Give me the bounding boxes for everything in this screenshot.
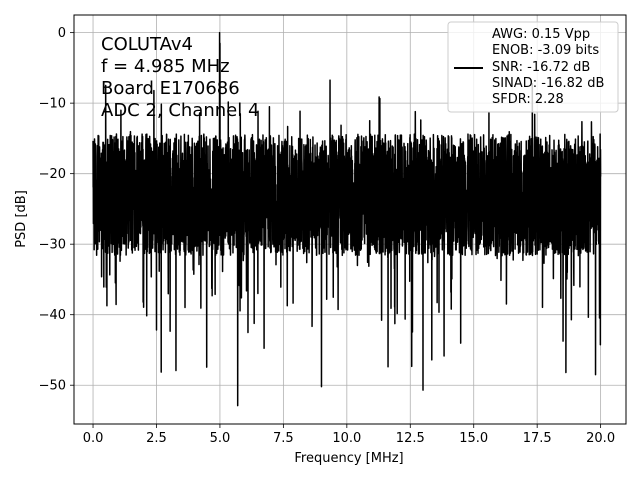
x-axis-ticks: 0.0 2.5 5.0 7.5 10.0 12.5 15.0 17.5 20.0 [83, 424, 615, 446]
x-tick-label: 5.0 [210, 431, 231, 446]
y-tick-label: −50 [39, 379, 66, 394]
annotation-chip: COLUTAv4 [101, 34, 193, 55]
y-tick-label: −20 [39, 167, 66, 182]
psd-trace-line [92, 31, 602, 407]
x-tick-label: 10.0 [332, 431, 361, 446]
x-tick-label: 20.0 [586, 431, 615, 446]
x-tick-label: 12.5 [396, 431, 425, 446]
legend-box [447, 21, 619, 113]
y-axis-label: PSD [dB] [14, 190, 29, 248]
annotation-frequency: f = 4.985 MHz [101, 56, 230, 77]
annotation-block: COLUTAv4 f = 4.985 MHz Board E170686 ADC… [101, 34, 259, 121]
legend: AWG: 0.15 Vpp ENOB: -3.09 bits SNR: -16.… [447, 21, 619, 113]
x-axis-label: Frequency [MHz] [294, 451, 403, 466]
legend-snr: SNR: -16.72 dB [492, 60, 590, 75]
legend-enob: ENOB: -3.09 bits [492, 43, 599, 58]
legend-sinad: SINAD: -16.82 dB [492, 76, 604, 91]
legend-sfdr: SFDR: 2.28 [492, 92, 564, 107]
annotation-channel: ADC 2, Channel 4 [101, 100, 259, 121]
x-tick-label: 0.0 [83, 431, 104, 446]
x-tick-label: 2.5 [146, 431, 167, 446]
annotation-board: Board E170686 [101, 78, 240, 99]
y-tick-label: −30 [39, 238, 66, 253]
legend-awg: AWG: 0.15 Vpp [492, 27, 590, 42]
y-axis-ticks: 0 −10 −20 −30 −40 −50 [39, 26, 74, 394]
plot-frame [73, 14, 627, 425]
x-tick-label: 15.0 [459, 431, 488, 446]
psd-trace-series [92, 31, 602, 407]
y-tick-label: 0 [58, 26, 66, 41]
x-tick-label: 17.5 [523, 431, 552, 446]
x-tick-label: 7.5 [273, 431, 294, 446]
y-tick-label: −10 [39, 97, 66, 112]
y-tick-label: −40 [39, 308, 66, 323]
